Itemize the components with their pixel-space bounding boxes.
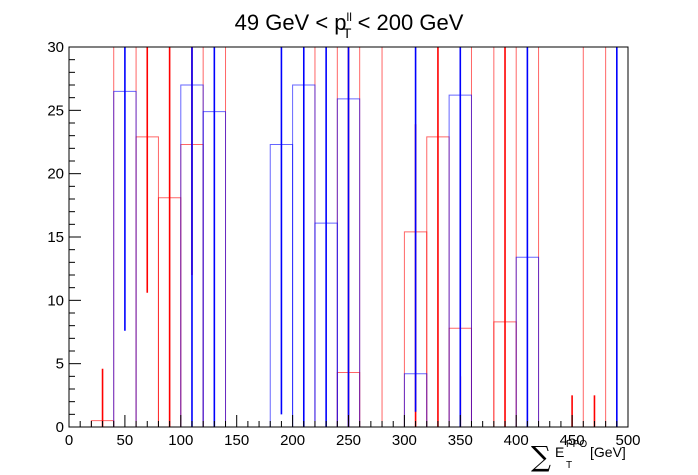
x-axis-title-sup: PPO <box>566 439 587 450</box>
x-axis-title: ∑ E PPO T [GeV] <box>531 439 626 473</box>
y-tick-label-20: 20 <box>47 166 64 183</box>
x-tick-label-50: 50 <box>117 432 134 449</box>
x-tick-label-350: 350 <box>448 432 473 449</box>
x-tick-label-450: 450 <box>560 432 585 449</box>
y-tick-label-10: 10 <box>47 292 64 309</box>
x-tick-label-300: 300 <box>392 432 417 449</box>
y-tick-label-30: 30 <box>47 39 64 56</box>
x-tick-label-500: 500 <box>615 432 640 449</box>
chart-title: 49 GeV < pll T < 200 GeV <box>235 10 464 41</box>
y-tick-label-0: 0 <box>56 419 64 436</box>
x-axis-title-main: E <box>555 444 564 460</box>
y-tick-label-15: 15 <box>47 229 64 246</box>
x-tick-label-100: 100 <box>168 432 193 449</box>
axis-ticks: 0 50 100 150 200 250 300 350 400 450 500 0 5 10 15 20 25… <box>47 39 640 449</box>
x-tick-label-250: 250 <box>336 432 361 449</box>
y-tick-label-25: 25 <box>47 102 64 119</box>
x-axis-title-symbol: ∑ <box>531 440 551 473</box>
plot-area <box>90 46 618 428</box>
x-tick-label-150: 150 <box>224 432 249 449</box>
x-tick-label-400: 400 <box>504 432 529 449</box>
x-axis-title-unit: [GeV] <box>590 444 626 460</box>
series-0-bin-16 <box>582 46 607 427</box>
x-axis-title-sub: T <box>566 460 572 471</box>
x-tick-label-200: 200 <box>280 432 305 449</box>
y-tick-label-5: 5 <box>56 356 64 373</box>
x-tick-label-0: 0 <box>65 432 73 449</box>
series-0-bin-12 <box>470 46 495 427</box>
series-0-bin-8 <box>359 46 383 427</box>
